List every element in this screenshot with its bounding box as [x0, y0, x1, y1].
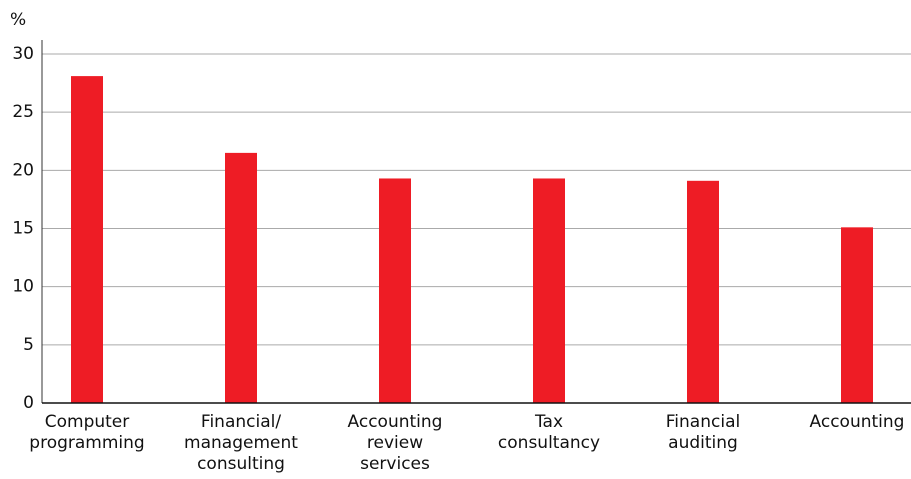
y-tick-label: 15 [12, 219, 34, 239]
y-tick-label: 20 [12, 160, 34, 180]
bar [379, 178, 411, 403]
y-tick-label: 10 [12, 277, 34, 297]
bar [687, 180, 719, 403]
x-tick-label: Tax consultancy [498, 412, 600, 453]
bar [841, 227, 873, 403]
x-tick-label: Accounting [810, 412, 905, 432]
x-tick-label: Computer programming [29, 412, 144, 453]
bar [71, 76, 103, 403]
y-tick-label: 5 [23, 335, 34, 355]
y-tick-label: 0 [23, 393, 34, 413]
x-tick-label: Accounting review services [348, 412, 443, 474]
x-tick-label: Financial/management consulting [184, 412, 298, 474]
y-tick-label: 25 [12, 102, 34, 122]
y-tick-label: 30 [12, 44, 34, 64]
y-axis-label: % [10, 10, 26, 30]
x-tick-label: Financial auditing [666, 412, 740, 453]
bar [533, 178, 565, 403]
bar [225, 152, 257, 403]
